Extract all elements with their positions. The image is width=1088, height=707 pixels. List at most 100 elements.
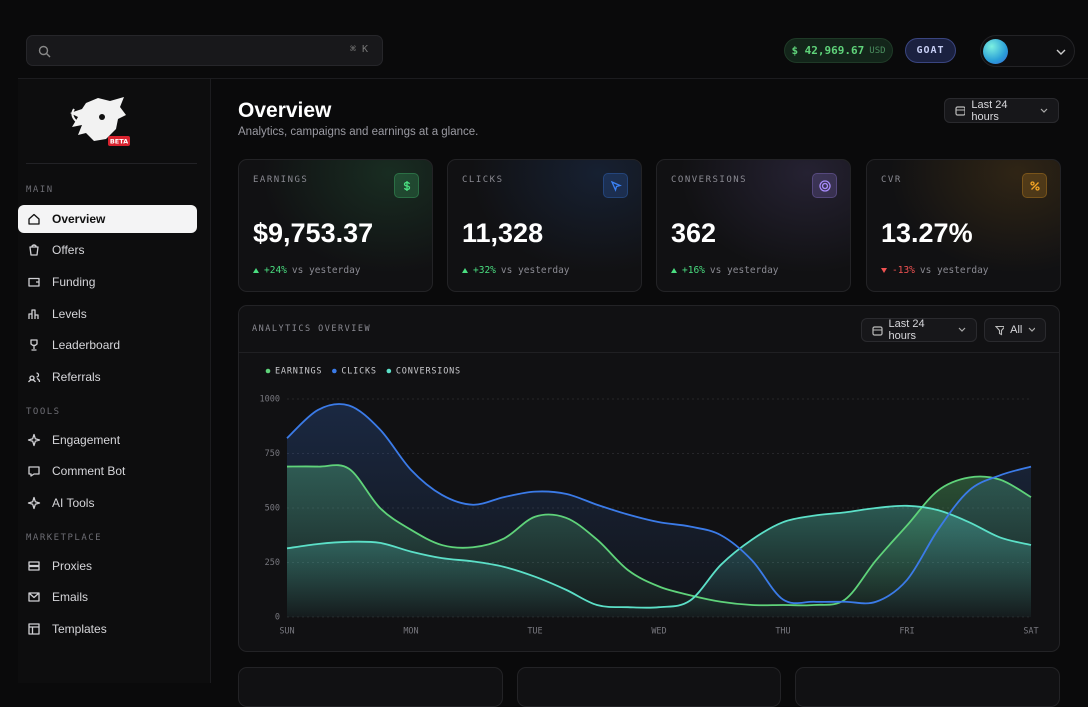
trend-arrow	[462, 268, 468, 273]
filter-icon	[995, 325, 1005, 335]
icon-path	[819, 180, 831, 192]
chart-filter-label: All	[1010, 324, 1023, 336]
nav-item[interactable]: Comment Bot	[18, 457, 197, 485]
change-value: +24%	[264, 265, 287, 276]
x-tick-label: TUE	[527, 627, 542, 637]
nav-icon	[28, 213, 40, 225]
nav-label: AI Tools	[52, 496, 95, 510]
icon-path	[29, 244, 39, 256]
y-tick-label: 500	[265, 504, 280, 514]
range-button[interactable]: Last 24 hours	[944, 98, 1059, 123]
account-menu[interactable]	[980, 35, 1075, 67]
nav-section-label: MARKETPLACE	[26, 533, 103, 543]
change-value: +32%	[473, 265, 496, 276]
nav-label: Engagement	[52, 433, 121, 447]
nav-item[interactable]: Templates	[18, 615, 197, 643]
nav-item[interactable]: Funding	[18, 268, 197, 296]
card-change: +16% vs yesterday	[671, 265, 779, 276]
card-change: -13% vs yesterday	[881, 265, 989, 276]
card-value: 11,328	[462, 218, 544, 248]
icon-path	[27, 372, 41, 383]
chart-range-label: Last 24 hours	[888, 318, 925, 342]
card-icon	[394, 173, 419, 198]
balance: $ 42,969.67 USD	[784, 38, 893, 63]
icon-path	[403, 181, 411, 191]
chevron	[958, 327, 966, 332]
chart-range-button[interactable]: Last 24 hours	[861, 318, 977, 342]
nav-section-label: MAIN	[26, 185, 54, 195]
bottom-card	[795, 667, 1060, 707]
nav-icon	[28, 561, 40, 571]
nav-item[interactable]: AI Tools	[18, 489, 197, 517]
change-compare: vs yesterday	[500, 265, 570, 276]
sidebar	[18, 79, 211, 683]
card-label: EARNINGS	[253, 175, 309, 185]
chart-filter-button[interactable]: All	[984, 318, 1046, 342]
chevron	[1028, 327, 1035, 332]
chevron	[1056, 49, 1066, 55]
card-label: CLICKS	[462, 175, 504, 185]
card-change: +32% vs yesterday	[462, 265, 570, 276]
nav-label: Overview	[52, 212, 106, 226]
change-compare: vs yesterday	[291, 265, 361, 276]
line	[286, 403, 1032, 605]
calendar-icon	[955, 106, 966, 116]
nav-item[interactable]: Levels	[18, 300, 197, 328]
icon-path	[1030, 181, 1040, 191]
line	[286, 504, 1032, 609]
y-tick-label: 750	[265, 449, 280, 459]
logo: BETA	[70, 97, 130, 146]
x-tick-label: THU	[775, 627, 790, 637]
icon-path	[28, 277, 40, 287]
card-label: CONVERSIONS	[671, 175, 748, 185]
bottom-card	[517, 667, 781, 707]
nav-label: Templates	[52, 622, 107, 636]
x-tick-label: SAT	[1023, 627, 1038, 637]
trend-arrow	[881, 268, 887, 273]
icon-path	[28, 592, 40, 602]
nav-item[interactable]: Proxies	[18, 552, 197, 580]
y-tick-label: 1000	[260, 395, 280, 405]
card-icon	[1022, 173, 1047, 198]
card-value: $9,753.37	[253, 218, 374, 248]
nav-item[interactable]: Offers	[18, 236, 197, 264]
icon	[1030, 181, 1040, 191]
nav-item[interactable]: Leaderboard	[18, 331, 197, 359]
stat-card: CLICKS 11,328 +32% vs yesterday	[447, 159, 642, 292]
x-tick-label: SUN	[279, 627, 294, 637]
card-value: 13.27%	[881, 218, 973, 248]
panel-divider	[239, 352, 1059, 353]
nav-icon	[27, 496, 41, 510]
search-box[interactable]: ⌘ K	[26, 35, 383, 66]
nav-label: Leaderboard	[52, 338, 121, 352]
nav-item[interactable]: Emails	[18, 583, 197, 611]
page-title: Overview	[238, 99, 332, 122]
stat-card: EARNINGS $9,753.37 +24% vs yesterday	[238, 159, 433, 292]
y-tick-label: 0	[275, 613, 280, 623]
goat-badge[interactable]: GOAT	[905, 38, 956, 63]
nav-label: Emails	[52, 590, 89, 604]
nav-icon	[27, 433, 41, 447]
trend-arrow	[671, 268, 677, 273]
icon-path	[28, 466, 40, 477]
icon	[403, 181, 411, 191]
nav-icon	[28, 309, 39, 319]
x-tick-label: MON	[403, 627, 418, 637]
chart-title: ANALYTICS OVERVIEW	[252, 324, 372, 334]
nav-item[interactable]: Overview	[18, 205, 197, 233]
nav-label: Funding	[52, 275, 96, 289]
nav-label: Referrals	[52, 370, 101, 384]
balance-currency: USD	[869, 45, 886, 56]
legend-dot	[332, 368, 337, 374]
icon-path	[28, 213, 40, 225]
nav-item[interactable]: Engagement	[18, 426, 197, 454]
icon-path	[27, 433, 41, 447]
nav-label: Proxies	[52, 559, 93, 573]
nav-item[interactable]: Referrals	[18, 363, 197, 391]
change-value: +16%	[682, 265, 705, 276]
change-value: -13%	[892, 265, 915, 276]
change-compare: vs yesterday	[709, 265, 779, 276]
balance-amount: $ 42,969.67	[791, 44, 865, 57]
nav-label: Levels	[52, 307, 87, 321]
card-change: +24% vs yesterday	[253, 265, 361, 276]
